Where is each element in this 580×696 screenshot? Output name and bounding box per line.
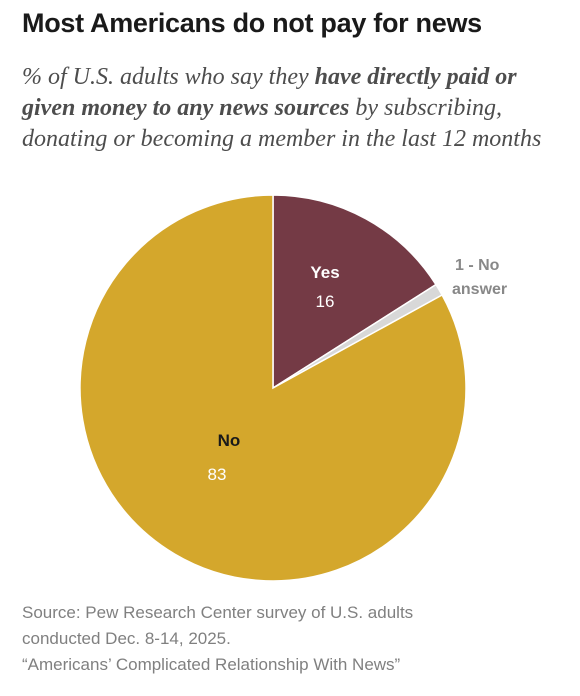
slice-label-no-answer-value: 1 - No	[455, 257, 500, 274]
pie-slice-yes	[272, 194, 437, 390]
slice-label-yes: Yes	[310, 263, 339, 282]
source-line-3: “Americans’ Complicated Relationship Wit…	[22, 655, 401, 674]
source-line-2: conducted Dec. 8-14, 2025.	[22, 629, 231, 648]
slice-label-no: No	[218, 431, 241, 450]
slice-label-no-answer-text: answer	[452, 281, 507, 298]
chart-subtitle: % of U.S. adults who say they have direc…	[22, 62, 572, 155]
source-note: Source: Pew Research Center survey of U.…	[22, 600, 572, 678]
pie-slice-no	[79, 194, 467, 582]
subtitle-text-bold: have directly paid or given money to any…	[22, 64, 517, 121]
pie-slices	[79, 194, 467, 582]
pie-chart: Yes 16 1 - No answer No 83	[79, 194, 507, 582]
subtitle-text-post: by subscribing, donating or becoming a m…	[22, 95, 542, 152]
subtitle-text-pre: % of U.S. adults who say they	[22, 64, 315, 90]
slice-value-no: 83	[208, 465, 227, 484]
slice-value-yes: 16	[316, 292, 335, 311]
source-line-1: Source: Pew Research Center survey of U.…	[22, 603, 414, 622]
chart-title: Most Americans do not pay for news	[22, 8, 482, 38]
